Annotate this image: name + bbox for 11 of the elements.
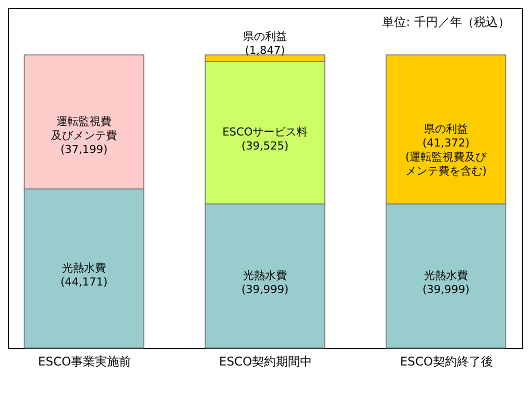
text: 単位: 千円／年（税込） [382,15,510,29]
x-tick-label: ESCO契約終了後 [400,354,493,368]
data-label: 県の利益 (41,372) (運転監視費及びメンテ費を含む) [405,122,488,178]
x-tick-label: ESCO事業実施前 [38,354,132,368]
data-label: ESCOサービス料 (39,525) [222,126,308,153]
data-label: 運転監視費及びメンテ費 (37,199) [51,114,118,156]
data-label: 県の利益 (1,847) [243,30,287,57]
data-label: 光熱水費 (39,999) [422,268,470,296]
x-tick-label: ESCO契約期間中 [218,354,312,368]
data-label: 光熱水費 (39,999) [241,268,289,296]
data-label: 光熱水費 (44,171) [60,261,108,288]
